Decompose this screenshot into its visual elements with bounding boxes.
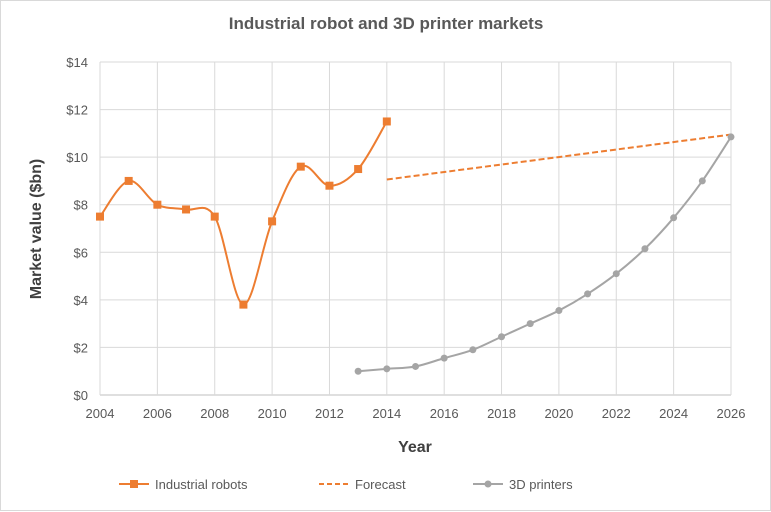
x-tick-label: 2022 bbox=[602, 406, 631, 421]
3d-printers-point bbox=[698, 177, 706, 185]
3d-printers-line bbox=[358, 136, 732, 373]
3d-printers-point bbox=[354, 367, 362, 375]
industrial-robots-point bbox=[354, 165, 363, 174]
y-tick-label: $10 bbox=[66, 150, 88, 165]
y-tick-label: $6 bbox=[74, 245, 88, 260]
industrial-robots-point bbox=[210, 212, 219, 221]
3d-printers-point bbox=[641, 245, 649, 253]
legend-marker-3d-printers bbox=[484, 480, 492, 488]
legend-label-forecast: Forecast bbox=[355, 477, 406, 492]
legend-marker-industrial-robots bbox=[130, 480, 138, 488]
y-tick-label: $14 bbox=[66, 55, 88, 70]
x-tick-label: 2020 bbox=[544, 406, 573, 421]
legend: Industrial robots Forecast 3D printers bbox=[119, 477, 573, 492]
industrial-robots-point bbox=[153, 200, 162, 209]
industrial-robots-line bbox=[99, 120, 388, 306]
legend-label-industrial-robots: Industrial robots bbox=[155, 477, 248, 492]
x-tick-label: 2012 bbox=[315, 406, 344, 421]
industrial-robots-point bbox=[382, 117, 391, 126]
x-axis-ticks: 2004 2006 2008 2010 2012 2014 2016 2018 2020 2022… bbox=[86, 406, 746, 421]
3d-printers-point bbox=[727, 133, 735, 141]
industrial-robots-point bbox=[239, 300, 248, 309]
3d-printers-point bbox=[526, 320, 534, 328]
legend-label-3d-printers: 3D printers bbox=[509, 477, 573, 492]
industrial-robots-point bbox=[325, 181, 334, 190]
industrial-robots-point bbox=[268, 217, 277, 226]
x-tick-label: 2016 bbox=[430, 406, 459, 421]
3d-printers-point bbox=[383, 365, 391, 373]
industrial-robots-point bbox=[296, 162, 305, 171]
y-axis-label: Market value ($bn) bbox=[28, 159, 45, 299]
3d-printers-point bbox=[584, 290, 592, 298]
industrial-robots-point bbox=[96, 212, 104, 221]
chart-title: Industrial robot and 3D printer markets bbox=[229, 14, 544, 33]
3d-printers-point bbox=[440, 354, 448, 362]
y-tick-label: $0 bbox=[74, 388, 88, 403]
x-axis-label: Year bbox=[398, 439, 432, 456]
y-tick-label: $8 bbox=[74, 198, 88, 213]
y-tick-label: $12 bbox=[66, 103, 88, 118]
3d-printers-point bbox=[412, 362, 419, 370]
y-tick-label: $2 bbox=[74, 340, 88, 355]
x-tick-label: 2004 bbox=[86, 406, 115, 421]
industrial-robots-point bbox=[124, 176, 133, 185]
x-tick-label: 2026 bbox=[717, 406, 746, 421]
y-axis-ticks: $0 $2 $4 $6 $8 $10 $12 $14 bbox=[66, 55, 88, 403]
x-tick-label: 2006 bbox=[143, 406, 172, 421]
3d-printers-point bbox=[670, 214, 678, 222]
x-tick-label: 2014 bbox=[372, 406, 401, 421]
industrial-robots-point bbox=[182, 205, 191, 214]
forecast-line bbox=[386, 133, 732, 181]
x-tick-label: 2010 bbox=[258, 406, 287, 421]
series-layer bbox=[96, 117, 735, 375]
x-tick-label: 2024 bbox=[659, 406, 688, 421]
3d-printers-point bbox=[498, 333, 506, 341]
gridlines bbox=[99, 61, 732, 396]
y-tick-label: $4 bbox=[74, 293, 88, 308]
3d-printers-point bbox=[469, 346, 477, 354]
x-tick-label: 2008 bbox=[200, 406, 229, 421]
3d-printers-point bbox=[612, 270, 620, 278]
x-tick-label: 2018 bbox=[487, 406, 516, 421]
3d-printers-point bbox=[555, 307, 563, 315]
